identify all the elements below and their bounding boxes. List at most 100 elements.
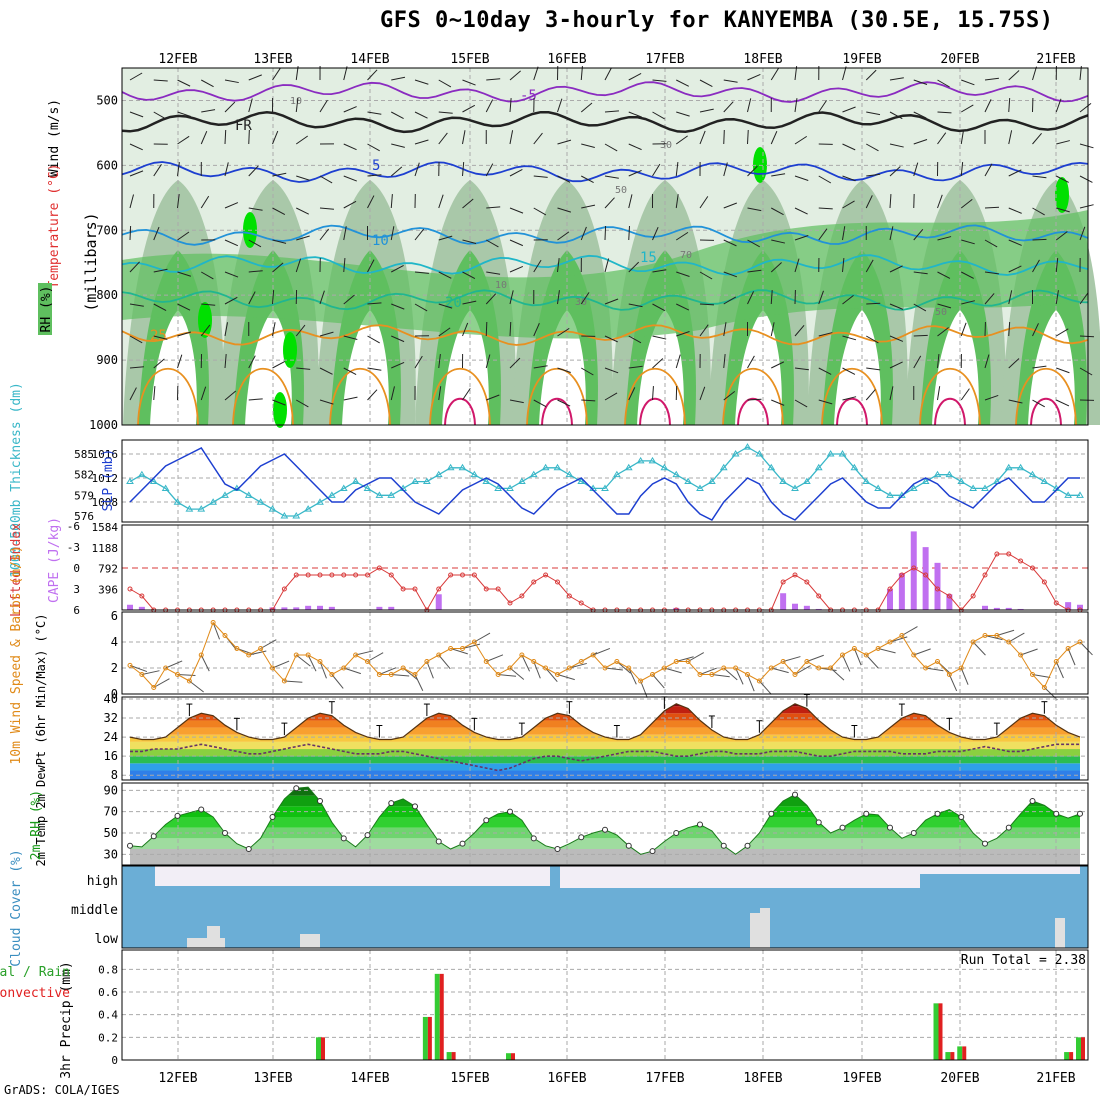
rh-marker (150, 833, 157, 840)
surface-wind-barb (889, 636, 908, 643)
wind-barb (153, 164, 162, 177)
wind-barb (961, 239, 975, 245)
wind-barb (628, 225, 630, 241)
surface-wind-barb (1067, 648, 1076, 666)
wind-speed-marker (365, 659, 370, 664)
wind-barb (224, 354, 227, 369)
wind-barb (248, 74, 262, 81)
wind-barb (723, 271, 738, 278)
rh-marker (317, 798, 323, 804)
thickness-marker (1004, 463, 1013, 471)
wind-barb (842, 200, 855, 209)
cape-frame (121, 524, 1089, 611)
wind-barb (272, 172, 287, 177)
date-label-top-21FEB: 21FEB (1036, 52, 1075, 67)
temperature-contour-15 (121, 254, 1089, 276)
wind-speed-marker (341, 665, 347, 671)
temperature-tick-8: 8 (111, 768, 118, 782)
cape-tick-792: 792 (98, 563, 118, 576)
surface-wind-barb (165, 660, 183, 669)
thickness-marker (886, 491, 894, 498)
wind-barb (1008, 70, 1020, 81)
thickness-marker (316, 498, 324, 505)
lifted-index-marker (495, 586, 501, 592)
wind-barb (509, 399, 524, 404)
surface-wind-barb (1020, 648, 1038, 656)
thickness-marker (684, 477, 693, 485)
wind-barb (699, 324, 709, 337)
wind-speed-marker (270, 665, 275, 671)
wind-barb (272, 360, 286, 369)
wind-barb (1079, 204, 1094, 209)
cape-bar (376, 606, 383, 610)
cape-bar (982, 605, 988, 610)
thickness-tick-582: 582 (74, 469, 94, 482)
wind-barb (913, 229, 924, 241)
surface-wind-barb (141, 670, 160, 675)
wind-barb (937, 79, 950, 88)
surface-wind-barb (901, 626, 918, 636)
surface-wind-barb (426, 661, 434, 679)
precip-convective-bar (451, 1052, 456, 1060)
wind-barb (842, 226, 846, 241)
wind-barb (889, 226, 894, 241)
wind-barb (1032, 66, 1037, 81)
wind-barb (604, 392, 618, 401)
wind-tick-2: 2 (111, 661, 118, 675)
wind-speed-marker (602, 665, 608, 671)
wind-barb (485, 354, 491, 369)
surface-wind-barb (1055, 661, 1064, 679)
wind-barb (842, 396, 857, 401)
slp-tick-1016: 1016 (92, 448, 119, 461)
cape-bar (993, 607, 1000, 610)
wind-barb (581, 143, 595, 148)
wind-speed-marker (281, 678, 287, 684)
wind-barb (628, 143, 642, 151)
thickness-marker (802, 477, 811, 485)
thickness-marker (482, 477, 491, 485)
wind-barb (319, 99, 328, 113)
cape-bar (305, 605, 312, 610)
date-label-bottom-20FEB: 20FEB (940, 1071, 979, 1086)
upper-air-legend-rh: RH (%) (39, 286, 54, 333)
wind-speed-marker (911, 652, 917, 658)
surface-wind-barb (960, 667, 969, 685)
lifted-index-marker (1018, 558, 1024, 564)
precip-convective-bar (1081, 1037, 1085, 1060)
wind-barb (153, 358, 165, 369)
wind-barb (747, 291, 755, 305)
wind-barb (723, 129, 725, 145)
wind-barb (937, 236, 952, 241)
slp-ylabel: SLP (mb) (101, 449, 116, 512)
wind-barb (699, 108, 714, 113)
wind-barb (676, 271, 690, 277)
wind-barb (343, 335, 358, 340)
thickness-marker (197, 505, 206, 512)
cape-ylabel: CAPE (J/kg) (47, 517, 62, 603)
wind-barb (1008, 207, 1022, 214)
wind-barb (866, 111, 881, 116)
cape-tick-1188: 1188 (92, 542, 119, 555)
wind-barb (747, 269, 762, 273)
precip-convective-bar (1069, 1052, 1074, 1060)
wind-barb (414, 79, 429, 85)
wind-barb (557, 327, 570, 337)
wind-speed-marker (590, 652, 596, 658)
wind-barb (818, 175, 832, 184)
surface-wind-barb (996, 629, 1015, 636)
thickness-marker (814, 463, 823, 471)
wind-barb (1055, 98, 1062, 113)
surface-wind-barb (771, 667, 789, 674)
wind-barb (1056, 399, 1070, 407)
temperature-arc-30-6 (737, 397, 769, 426)
precip-run-total: Run Total = 2.38 (961, 953, 1086, 968)
surface-wind-barb (1032, 674, 1051, 679)
lifted-index-marker (293, 572, 299, 578)
wind-barb (984, 271, 999, 275)
wind-barb (295, 324, 306, 337)
cloud-low-1 (187, 938, 225, 948)
wind-barb (960, 388, 970, 401)
wind-barb (343, 200, 357, 209)
thickness-marker (221, 491, 229, 498)
